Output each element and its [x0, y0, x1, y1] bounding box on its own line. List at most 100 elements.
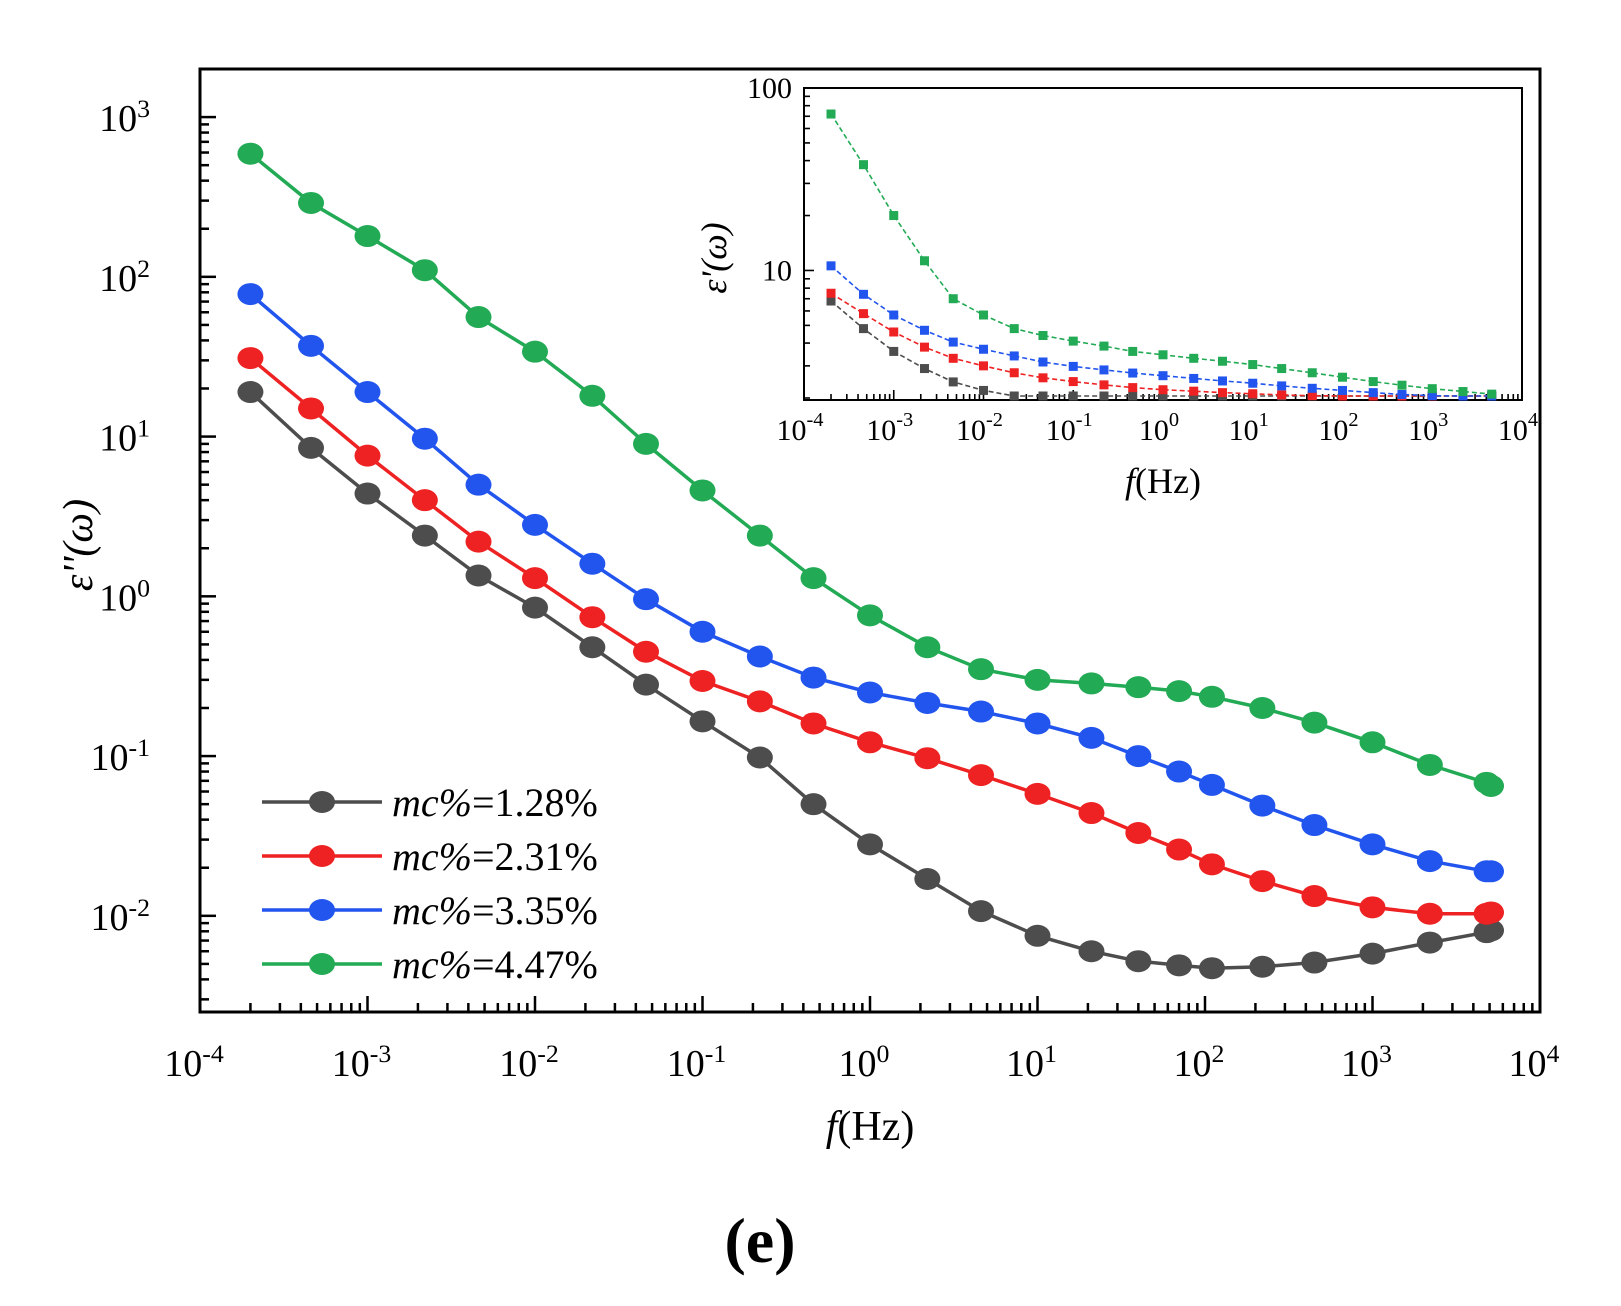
inset-data-point	[858, 324, 868, 334]
main-data-point	[633, 432, 660, 455]
inset-data-point	[919, 325, 929, 335]
main-y-tick-label: 101	[99, 414, 150, 460]
inset-data-point	[1038, 331, 1048, 341]
main-data-point	[746, 524, 773, 547]
main-data-point	[800, 666, 827, 689]
main-data-point	[1078, 802, 1105, 825]
main-data-point	[1249, 696, 1276, 719]
inset-data-point	[1128, 368, 1138, 378]
legend-label: mc%=4.47%	[392, 942, 598, 987]
main-data-point	[1125, 950, 1152, 973]
inset-data-point	[858, 160, 868, 170]
main-y-axis-title: ε''(ω)	[56, 499, 102, 591]
main-data-point	[1198, 853, 1225, 876]
main-data-point	[1024, 712, 1051, 735]
legend: mc%=1.28% mc%=2.31% mc%=3.35% mc%=4.47%	[262, 780, 598, 987]
inset-data-point	[1068, 361, 1078, 371]
inset-data-point	[1427, 384, 1437, 394]
inset-data-point	[1099, 391, 1109, 401]
main-data-point	[968, 764, 995, 787]
main-data-point	[298, 397, 325, 420]
main-data-point	[1478, 901, 1505, 924]
inset-data-point	[1307, 391, 1317, 401]
legend-marker	[309, 845, 335, 867]
inset-data-point	[889, 211, 899, 221]
main-data-point	[1359, 896, 1386, 919]
main-data-point	[465, 530, 492, 553]
legend-label: mc%=3.35%	[392, 888, 598, 933]
inset-data-point	[1038, 391, 1048, 401]
inset-data-point	[889, 346, 899, 356]
main-ticks	[198, 67, 1542, 1012]
inset-x-tick-label: 10-2	[956, 409, 1003, 447]
main-data-point	[1301, 814, 1328, 837]
main-data-point	[1301, 885, 1328, 908]
inset-data-point	[1397, 380, 1407, 390]
main-data-point	[411, 489, 438, 512]
inset-data-point	[858, 309, 868, 319]
inset-data-point	[948, 377, 958, 387]
inset-data-point	[1128, 346, 1138, 356]
main-data-point	[465, 306, 492, 329]
main-y-tick-label: 10-1	[90, 733, 150, 779]
main-data-point	[411, 427, 438, 450]
inset-data-point	[919, 256, 929, 266]
inset-data-point	[919, 364, 929, 374]
inset-data-point	[826, 288, 836, 298]
legend-label: mc%=1.28%	[392, 780, 598, 825]
inset-data-point	[858, 289, 868, 299]
inset-x-tick-label: 10-4	[777, 409, 824, 447]
main-data-point	[689, 710, 716, 733]
main-data-point	[1249, 955, 1276, 978]
inset-data-point	[1189, 386, 1199, 396]
main-data-point	[1125, 745, 1152, 768]
inset-data-point	[1189, 391, 1199, 401]
inset-data-point	[1427, 391, 1437, 401]
main-data-point	[1249, 870, 1276, 893]
inset-data-point	[1128, 383, 1138, 393]
main-data-point	[1198, 685, 1225, 708]
main-data-point	[857, 833, 883, 856]
inset-data-point	[826, 109, 836, 119]
inset-data-point	[1217, 376, 1227, 386]
legend-item: mc%=3.35%	[262, 888, 598, 933]
main-data-point	[800, 793, 827, 816]
main-data-point	[354, 225, 381, 248]
main-data-point	[1024, 782, 1051, 805]
panel-label: (e)	[724, 1205, 795, 1276]
legend-item: mc%=1.28%	[262, 780, 598, 825]
main-data-point	[1078, 940, 1105, 963]
main-x-tick-label: 10-1	[667, 1039, 727, 1085]
main-data-point	[968, 658, 995, 681]
main-data-point	[689, 620, 716, 643]
main-data-point	[689, 479, 716, 502]
main-data-point	[237, 381, 264, 404]
main-data-point	[1024, 924, 1051, 947]
main-data-point	[1416, 931, 1443, 954]
main-data-point	[522, 567, 548, 590]
inset-data-point	[919, 342, 929, 352]
main-data-point	[1078, 726, 1105, 749]
main-data-point	[857, 604, 883, 627]
inset-data-point	[948, 337, 958, 347]
main-data-point	[968, 900, 995, 923]
main-data-point	[857, 681, 883, 704]
main-data-point	[1024, 668, 1051, 691]
inset-data-point	[1307, 368, 1317, 378]
main-y-tick-label: 103	[99, 94, 150, 140]
inset-data-point	[1158, 385, 1168, 395]
inset-data-point	[1189, 353, 1199, 363]
inset-series-line	[830, 265, 1492, 397]
main-x-tick-label: 100	[839, 1039, 890, 1085]
main-data-point	[1301, 711, 1328, 734]
inset-chart: 10-4 10-3 10-2 10-1 100 101 102 103 104 10 100 f(…	[694, 72, 1538, 501]
legend-label: mc%=2.31%	[392, 834, 598, 879]
main-data-point	[237, 142, 264, 165]
inset-x-tick-labels: 10-4 10-3 10-2 10-1 100 101 102 103 104	[777, 409, 1539, 447]
inset-data-point	[889, 327, 899, 337]
inset-data-point	[1338, 372, 1347, 382]
main-data-point	[1359, 833, 1386, 856]
main-y-tick-label: 10-2	[90, 893, 150, 939]
main-x-tick-label: 104	[1509, 1039, 1560, 1085]
main-data-point	[354, 381, 381, 404]
